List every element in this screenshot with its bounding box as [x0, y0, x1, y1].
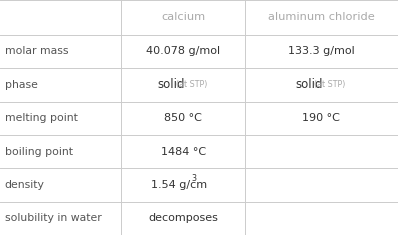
Text: 3: 3 [191, 174, 196, 183]
Text: molar mass: molar mass [5, 47, 68, 56]
Text: solid: solid [296, 78, 323, 91]
Text: decomposes: decomposes [148, 213, 218, 223]
Text: 1484 °C: 1484 °C [160, 147, 206, 157]
Text: 190 °C: 190 °C [302, 113, 340, 123]
Text: (at STP): (at STP) [176, 80, 207, 89]
Text: solubility in water: solubility in water [5, 213, 101, 223]
Text: boiling point: boiling point [5, 147, 73, 157]
Text: solid: solid [157, 78, 185, 91]
Text: 1.54 g/cm: 1.54 g/cm [151, 180, 207, 190]
Text: 850 °C: 850 °C [164, 113, 202, 123]
Text: melting point: melting point [5, 113, 78, 123]
Text: aluminum chloride: aluminum chloride [268, 12, 375, 22]
Text: (at STP): (at STP) [314, 80, 345, 89]
Text: 133.3 g/mol: 133.3 g/mol [288, 47, 355, 56]
Text: density: density [5, 180, 45, 190]
Text: calcium: calcium [161, 12, 205, 22]
Text: 40.078 g/mol: 40.078 g/mol [146, 47, 220, 56]
Text: phase: phase [5, 80, 38, 90]
